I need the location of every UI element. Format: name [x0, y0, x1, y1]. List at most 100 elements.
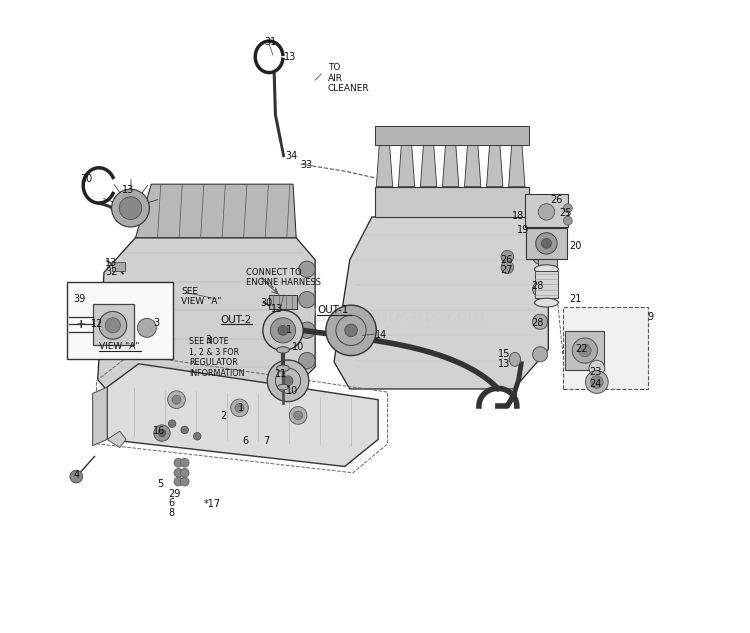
Bar: [112, 262, 125, 271]
Text: 9: 9: [647, 311, 653, 322]
Text: 23: 23: [590, 367, 602, 377]
Polygon shape: [376, 143, 393, 187]
Text: CONNECT TO
ENGINE HARNESS: CONNECT TO ENGINE HARNESS: [246, 268, 321, 287]
Circle shape: [168, 391, 185, 408]
Polygon shape: [421, 143, 436, 187]
Circle shape: [326, 305, 376, 356]
Text: 3: 3: [205, 335, 211, 346]
Ellipse shape: [509, 353, 520, 367]
Circle shape: [119, 197, 142, 220]
Circle shape: [180, 468, 189, 477]
Circle shape: [501, 261, 514, 273]
Text: 18: 18: [512, 211, 525, 221]
Text: 25: 25: [559, 208, 572, 218]
Circle shape: [298, 292, 315, 308]
Polygon shape: [509, 143, 525, 187]
Circle shape: [542, 239, 551, 248]
Polygon shape: [487, 143, 503, 187]
Circle shape: [536, 233, 557, 254]
Circle shape: [172, 395, 181, 404]
Text: 15: 15: [498, 349, 510, 360]
Text: 13: 13: [122, 185, 134, 196]
Circle shape: [180, 477, 189, 486]
Text: 1: 1: [286, 325, 292, 335]
Text: 26: 26: [500, 254, 512, 265]
Polygon shape: [107, 431, 126, 448]
Circle shape: [538, 204, 554, 220]
Circle shape: [168, 420, 176, 427]
Circle shape: [271, 318, 296, 343]
Text: *17: *17: [203, 499, 220, 510]
Text: 27: 27: [500, 265, 512, 275]
Text: SEE NOTE
1, 2 & 3 FOR
REGULATOR
INFORMATION: SEE NOTE 1, 2 & 3 FOR REGULATOR INFORMAT…: [189, 337, 244, 377]
Text: 7: 7: [262, 436, 269, 446]
Circle shape: [105, 318, 121, 333]
Text: 29: 29: [168, 489, 181, 499]
Text: 6: 6: [168, 498, 175, 508]
Polygon shape: [107, 364, 378, 467]
Text: 16: 16: [153, 426, 166, 436]
Text: 10: 10: [292, 342, 304, 352]
Text: 19: 19: [517, 225, 529, 235]
Circle shape: [181, 426, 188, 434]
Circle shape: [194, 432, 201, 440]
Text: 1: 1: [238, 403, 244, 413]
Text: 14: 14: [375, 330, 387, 341]
Text: 30: 30: [80, 174, 92, 184]
Circle shape: [235, 403, 244, 412]
Circle shape: [154, 425, 170, 441]
Circle shape: [590, 376, 603, 388]
Bar: [525, 194, 568, 227]
Circle shape: [345, 324, 357, 337]
Circle shape: [563, 216, 572, 225]
Text: 32: 32: [105, 267, 118, 277]
Text: 12: 12: [92, 319, 104, 329]
Circle shape: [294, 411, 302, 420]
Text: 5: 5: [158, 479, 164, 489]
Bar: [375, 126, 530, 145]
Circle shape: [283, 376, 293, 386]
Text: 13: 13: [105, 258, 118, 268]
Text: 24: 24: [590, 379, 602, 389]
Bar: [562, 307, 648, 389]
Circle shape: [290, 406, 307, 424]
Bar: [538, 241, 556, 266]
Ellipse shape: [278, 384, 289, 390]
Polygon shape: [136, 184, 296, 238]
Circle shape: [563, 204, 572, 213]
Circle shape: [532, 282, 548, 297]
Ellipse shape: [535, 265, 559, 273]
Circle shape: [174, 468, 183, 477]
Bar: [269, 295, 298, 309]
Text: 22: 22: [575, 344, 588, 354]
Text: 33: 33: [301, 160, 313, 170]
Text: 20: 20: [569, 241, 581, 251]
Ellipse shape: [277, 365, 290, 372]
Text: 8: 8: [168, 508, 175, 518]
Text: 2: 2: [220, 411, 226, 421]
Ellipse shape: [535, 298, 559, 307]
Circle shape: [278, 325, 288, 335]
Text: 31: 31: [265, 37, 277, 47]
Circle shape: [532, 249, 548, 264]
Circle shape: [578, 344, 591, 357]
Circle shape: [532, 314, 548, 329]
Circle shape: [180, 458, 189, 467]
Text: 13: 13: [284, 52, 296, 62]
Text: 11: 11: [275, 370, 288, 379]
Bar: [93, 304, 134, 345]
Circle shape: [298, 322, 315, 339]
Bar: [375, 187, 530, 217]
Text: 13: 13: [498, 360, 510, 370]
Text: OUT-2: OUT-2: [220, 315, 252, 325]
Polygon shape: [442, 143, 459, 187]
Bar: [535, 271, 558, 298]
Circle shape: [501, 250, 514, 263]
Text: 34: 34: [286, 151, 298, 161]
Text: OUT-1: OUT-1: [317, 305, 349, 315]
Circle shape: [70, 470, 82, 483]
Text: 4: 4: [74, 470, 80, 480]
Text: 26: 26: [550, 195, 562, 205]
Text: 6: 6: [243, 436, 249, 446]
Text: 10: 10: [286, 386, 298, 396]
